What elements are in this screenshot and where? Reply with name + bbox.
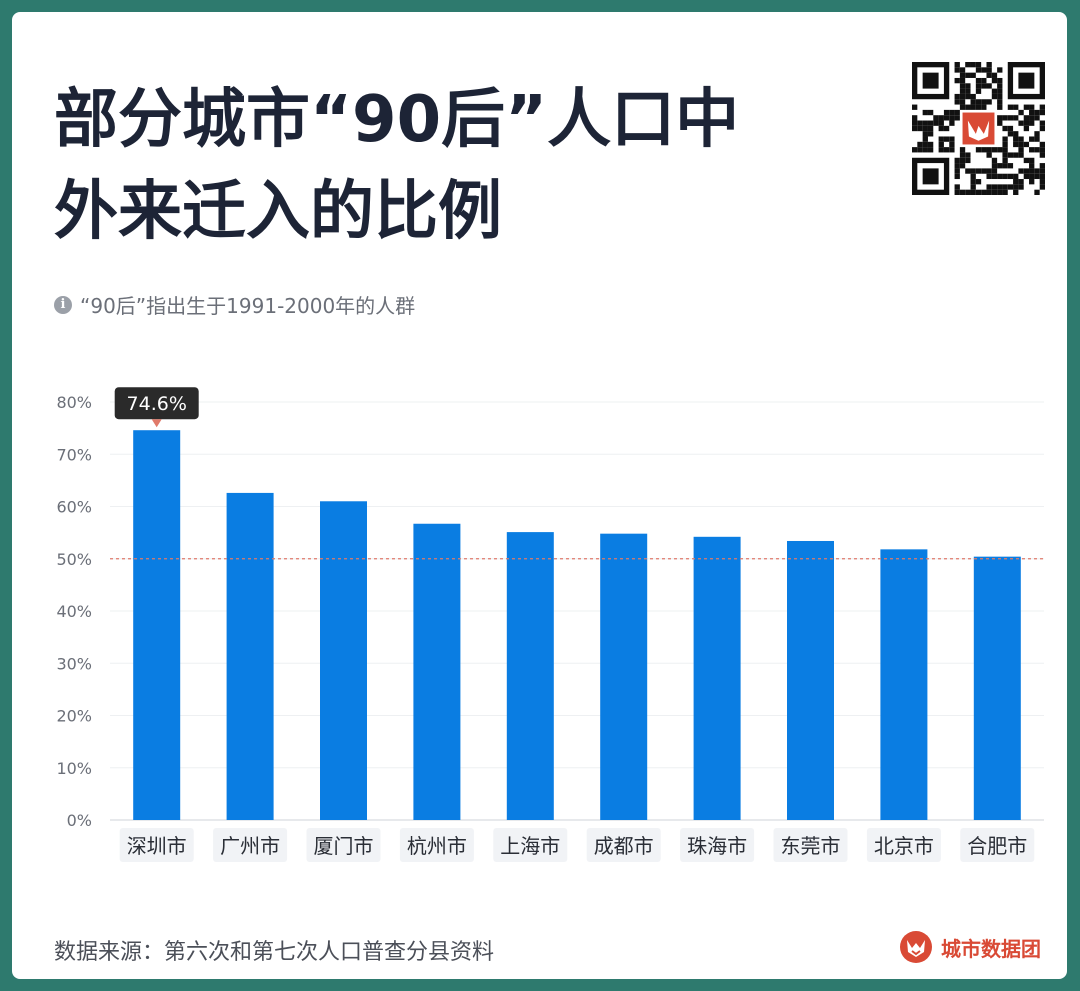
y-tick-label: 40% <box>56 602 92 621</box>
bar-杭州市 <box>413 523 461 820</box>
y-tick-label: 0% <box>67 811 92 830</box>
x-tick-label: 合肥市 <box>967 834 1027 858</box>
x-tick-label: 厦门市 <box>314 834 374 858</box>
data-label: 74.6% <box>127 393 187 415</box>
bar-东莞市 <box>787 540 834 820</box>
brand: 城市数据团 <box>899 930 1041 964</box>
bar-合肥市 <box>973 556 1021 820</box>
bar-广州市 <box>226 492 274 820</box>
x-label-bg <box>493 828 568 862</box>
y-tick-label: 10% <box>56 759 92 778</box>
y-tick-label: 20% <box>56 707 92 726</box>
y-tick-label: 80% <box>56 393 92 412</box>
bar-chart: 0% 10% 20% 30% 40% 50% 60% 70% 80% 深圳市 广州市 厦门市 杭州市 上海… <box>56 387 1044 862</box>
fox-logo-icon <box>900 931 932 963</box>
brand-name: 城市数据团 <box>941 936 1041 961</box>
bar-厦门市 <box>320 501 367 820</box>
y-tick-label: 50% <box>56 550 92 569</box>
x-tick-label: 北京市 <box>874 834 934 858</box>
x-label-bg <box>306 828 381 862</box>
x-tick-label: 珠海市 <box>687 834 747 858</box>
x-tick-label: 广州市 <box>220 834 280 858</box>
data-source: 数据来源：第六次和第七次人口普查分县资料 <box>54 940 495 965</box>
footnote: i “90后”指出生于1991-2000年的人群 <box>54 290 415 319</box>
y-tick-label: 60% <box>56 498 92 517</box>
tooltip-pointer <box>151 419 162 428</box>
x-label-bg <box>960 828 1035 862</box>
y-tick-label: 70% <box>56 445 92 464</box>
bar-成都市 <box>600 533 648 820</box>
x-label-bg <box>680 828 755 862</box>
info-icon: i <box>54 295 72 314</box>
qr-code-icon <box>912 62 1045 195</box>
footnote-text: “90后”指出生于1991-2000年的人群 <box>80 294 416 318</box>
x-tick-label: 东莞市 <box>781 834 841 858</box>
bar-上海市 <box>506 532 554 820</box>
x-label-bg <box>773 828 848 862</box>
y-tick-label: 30% <box>56 654 92 673</box>
x-tick-label: 杭州市 <box>407 834 467 858</box>
x-tick-label: 深圳市 <box>127 834 187 858</box>
x-label-bg <box>866 828 941 862</box>
title-line-2: 外来迁入的比例 <box>54 175 502 249</box>
x-tick-label: 成都市 <box>594 834 654 858</box>
chart-card: 部分城市“90后”人口中 外来迁入的比例 i “90后”指出生于1991-200… <box>12 12 1067 979</box>
bar-珠海市 <box>693 536 741 820</box>
bar-北京市 <box>880 549 928 820</box>
x-label-bg <box>399 828 474 862</box>
x-tick-label: 上海市 <box>500 834 560 858</box>
tooltip-box <box>114 387 199 420</box>
x-label-bg <box>213 828 288 862</box>
page-title: 部分城市“90后”人口中 外来迁入的比例 <box>54 74 854 258</box>
x-label-bg <box>119 828 194 862</box>
title-line-1: 部分城市“90后”人口中 <box>54 83 740 157</box>
x-label-bg <box>586 828 661 862</box>
bar-深圳市 <box>133 430 181 820</box>
